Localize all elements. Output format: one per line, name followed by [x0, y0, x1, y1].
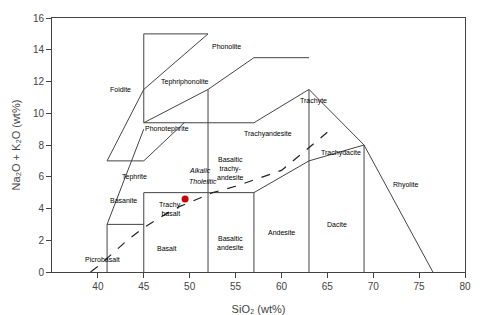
svg-text:Phonolite: Phonolite — [212, 43, 241, 50]
svg-text:55: 55 — [230, 281, 242, 292]
svg-text:8: 8 — [38, 140, 44, 151]
svg-text:2: 2 — [38, 235, 44, 246]
svg-text:Basanite: Basanite — [110, 197, 137, 204]
svg-text:Picrobasalt: Picrobasalt — [85, 256, 120, 263]
svg-text:Andesite: Andesite — [268, 229, 295, 236]
svg-text:80: 80 — [459, 281, 471, 292]
svg-text:Na₂O + K₂O (wt%): Na₂O + K₂O (wt%) — [10, 100, 22, 191]
svg-text:Trachyandesite: Trachyandesite — [244, 130, 292, 138]
svg-text:Tholeiitic: Tholeiitic — [189, 178, 217, 185]
svg-text:Foidite: Foidite — [110, 86, 131, 93]
svg-text:Trachy-basalt: Trachy-basalt — [159, 201, 183, 217]
svg-text:Dacite: Dacite — [327, 221, 347, 228]
svg-text:4: 4 — [38, 203, 44, 214]
svg-text:Tephriphonolite: Tephriphonolite — [161, 78, 209, 86]
svg-text:45: 45 — [138, 281, 150, 292]
svg-text:6: 6 — [38, 171, 44, 182]
svg-text:60: 60 — [276, 281, 288, 292]
svg-text:Rhyolite: Rhyolite — [393, 181, 418, 189]
svg-text:10: 10 — [33, 108, 45, 119]
svg-text:70: 70 — [368, 281, 380, 292]
svg-text:Basaltictrachy-andesite: Basaltictrachy-andesite — [217, 156, 244, 181]
svg-text:SiO₂ (wt%): SiO₂ (wt%) — [232, 303, 286, 315]
svg-text:14: 14 — [33, 44, 45, 55]
svg-text:16: 16 — [33, 13, 45, 24]
svg-text:75: 75 — [414, 281, 426, 292]
svg-text:Tephrite: Tephrite — [122, 173, 147, 181]
svg-text:Trachyte: Trachyte — [300, 97, 327, 105]
svg-text:0: 0 — [38, 267, 44, 278]
svg-text:Basalt: Basalt — [157, 245, 177, 252]
svg-text:65: 65 — [322, 281, 334, 292]
svg-text:40: 40 — [92, 281, 104, 292]
svg-text:Phonotephrite: Phonotephrite — [145, 125, 189, 133]
svg-text:Trachydacite: Trachydacite — [321, 149, 361, 157]
svg-text:50: 50 — [184, 281, 196, 292]
svg-text:Alkalic: Alkalic — [189, 167, 211, 174]
svg-text:Basalticandesite: Basalticandesite — [217, 235, 244, 251]
svg-text:12: 12 — [33, 76, 45, 87]
